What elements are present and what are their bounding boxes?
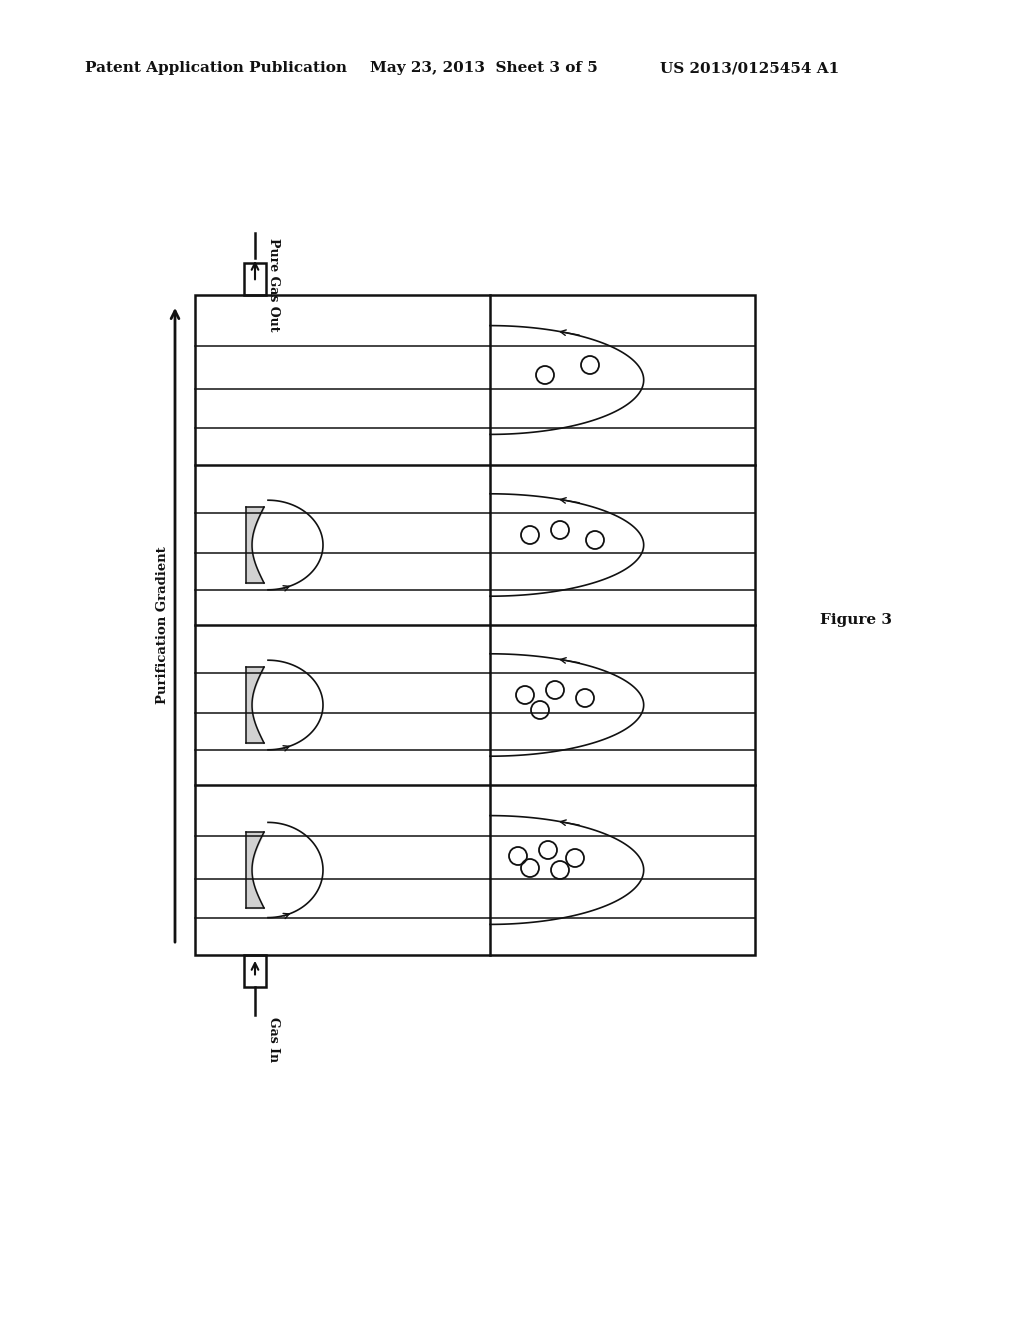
Text: Pure Gas Out: Pure Gas Out xyxy=(267,238,280,331)
Text: Figure 3: Figure 3 xyxy=(820,612,892,627)
Text: May 23, 2013  Sheet 3 of 5: May 23, 2013 Sheet 3 of 5 xyxy=(370,61,598,75)
Text: US 2013/0125454 A1: US 2013/0125454 A1 xyxy=(660,61,840,75)
Bar xyxy=(244,263,266,294)
Bar xyxy=(195,294,755,954)
Text: Purification Gradient: Purification Gradient xyxy=(157,546,170,704)
Text: Gas In: Gas In xyxy=(267,1016,280,1063)
Bar xyxy=(244,954,266,987)
Text: Patent Application Publication: Patent Application Publication xyxy=(85,61,347,75)
